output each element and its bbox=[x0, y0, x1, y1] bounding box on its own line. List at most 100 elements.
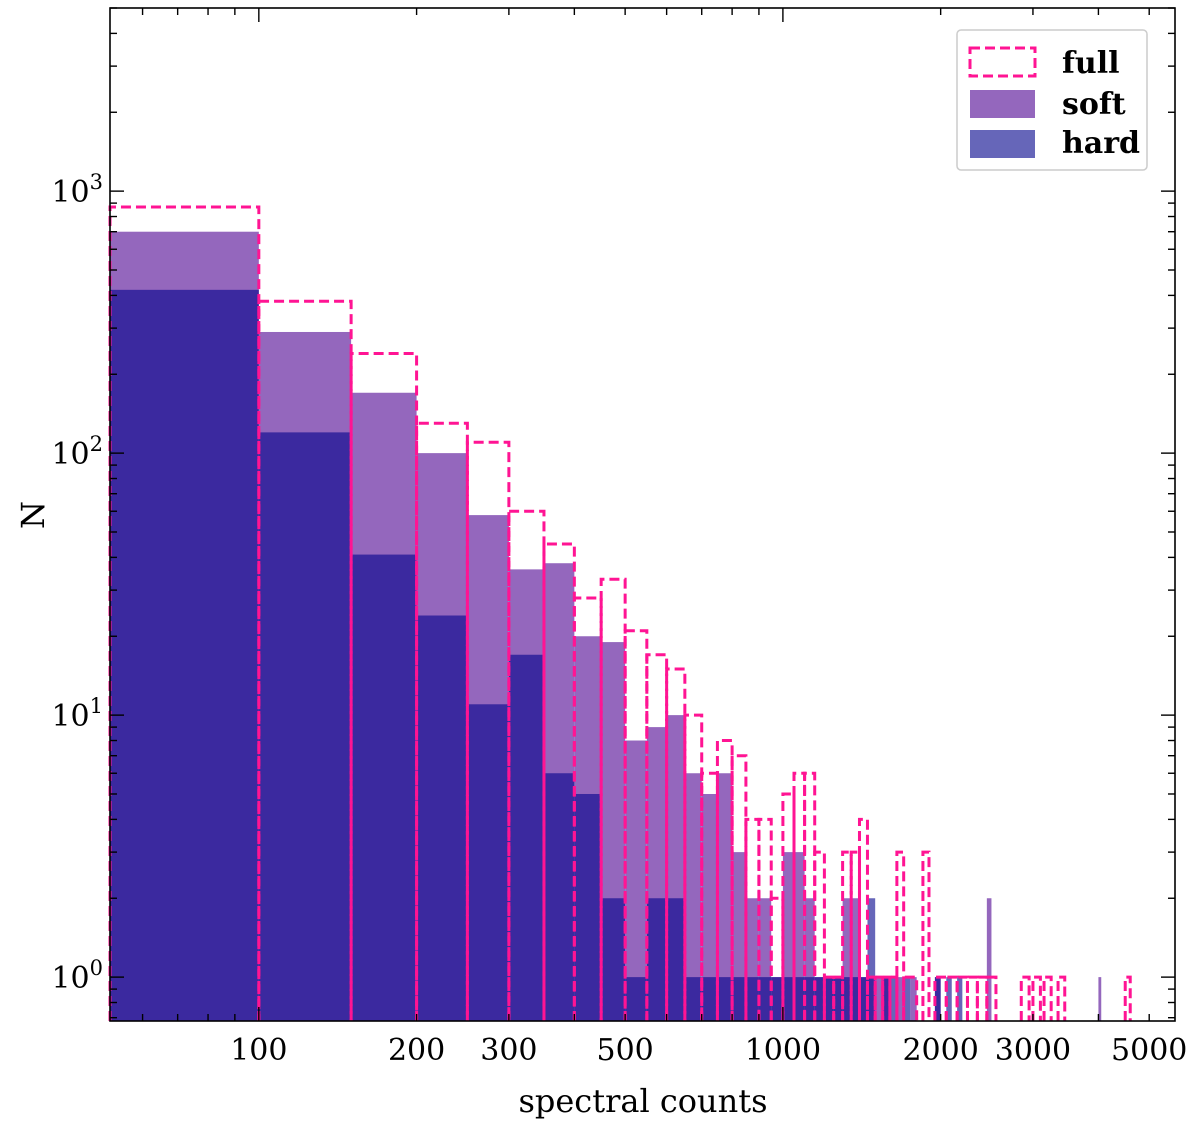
soft-bar-21 bbox=[804, 898, 815, 1021]
hard-bar-11 bbox=[666, 898, 685, 1021]
hard-bar-9 bbox=[625, 977, 647, 1021]
full-step-28 bbox=[865, 975, 877, 1021]
full-step-34 bbox=[921, 850, 931, 1021]
hard-bar-32 bbox=[934, 977, 941, 1021]
full-step-31 bbox=[888, 975, 899, 1021]
soft-bar-25 bbox=[842, 898, 852, 1021]
hard-bar-25 bbox=[842, 977, 852, 1021]
hard-bar-23 bbox=[824, 977, 834, 1021]
soft-bar-35 bbox=[1098, 977, 1102, 1021]
x-tick-label-1000: 1000 bbox=[745, 1033, 821, 1068]
bars-layer bbox=[110, 231, 1102, 1022]
hard-bar-15 bbox=[732, 977, 746, 1021]
soft-bar-19 bbox=[782, 852, 795, 1021]
legend-swatch-full bbox=[968, 46, 1037, 78]
hard-bar-27 bbox=[859, 977, 868, 1021]
soft-bar-9 bbox=[625, 740, 647, 1021]
ticks-layer bbox=[110, 7, 1175, 1021]
hard-bar-26 bbox=[851, 977, 860, 1021]
hard-bar-18 bbox=[771, 977, 783, 1021]
x-tick-label-5000: 5000 bbox=[1111, 1033, 1187, 1068]
hard-bar-21 bbox=[804, 977, 815, 1021]
full-step-43 bbox=[1042, 975, 1053, 1021]
full-step-30 bbox=[881, 975, 892, 1021]
legend-swatch-hard bbox=[970, 130, 1035, 158]
hard-bar-0 bbox=[110, 289, 259, 1021]
full-step-45 bbox=[1123, 975, 1132, 1021]
y-tick-label-3: 103 bbox=[51, 170, 103, 210]
soft-bar-34 bbox=[986, 898, 992, 1021]
hard-bar-1 bbox=[258, 432, 352, 1022]
hard-bar-3 bbox=[416, 615, 468, 1021]
full-step-44 bbox=[1056, 975, 1067, 1021]
legend-label-hard: hard bbox=[1062, 126, 1140, 161]
full-step-8 bbox=[599, 577, 627, 1021]
hard-bar-34 bbox=[957, 977, 963, 1021]
full-step-32 bbox=[895, 850, 906, 1021]
legend-label-full: full bbox=[1062, 46, 1120, 81]
hard-bar-30 bbox=[889, 977, 897, 1021]
hard-bar-5 bbox=[508, 654, 544, 1021]
full-step-13 bbox=[700, 771, 719, 1021]
hard-bar-7 bbox=[574, 793, 602, 1021]
full-step-12 bbox=[683, 713, 704, 1021]
soft-bar-13 bbox=[701, 793, 718, 1021]
x-tick-label-200: 200 bbox=[388, 1033, 445, 1068]
hard-bar-33 bbox=[946, 977, 952, 1021]
hard-bar-10 bbox=[646, 898, 667, 1021]
hard-bar-2 bbox=[351, 554, 417, 1021]
soft-bar-31 bbox=[896, 977, 904, 1021]
hard-bar-14 bbox=[717, 977, 733, 1021]
hard-bar-29 bbox=[882, 977, 890, 1021]
full-step-24 bbox=[832, 975, 845, 1021]
soft-bar-14 bbox=[717, 773, 733, 1021]
hard-bar-28 bbox=[867, 898, 876, 1021]
hard-bar-4 bbox=[467, 704, 509, 1021]
hard-bar-20 bbox=[794, 977, 805, 1021]
full-step-16 bbox=[744, 817, 761, 1021]
full-step-3 bbox=[415, 421, 469, 1021]
y-tick-label-1: 101 bbox=[51, 694, 103, 734]
soft-bar-32 bbox=[910, 977, 917, 1021]
full-step-29 bbox=[873, 975, 885, 1021]
soft-bar-20 bbox=[794, 852, 805, 1021]
hard-bar-19 bbox=[782, 977, 795, 1021]
legend: full soft hard bbox=[956, 29, 1148, 171]
hard-bar-24 bbox=[833, 977, 843, 1021]
y-tick-label-2: 102 bbox=[51, 432, 103, 472]
full-step-15 bbox=[730, 754, 748, 1021]
y-axis-label: N bbox=[14, 501, 52, 529]
full-step-11 bbox=[665, 667, 687, 1021]
full-step-40 bbox=[985, 975, 998, 1021]
full-step-42 bbox=[1031, 975, 1042, 1021]
soft-bar-12 bbox=[684, 773, 702, 1021]
legend-swatch-soft bbox=[970, 90, 1035, 118]
x-tick-label-2000: 2000 bbox=[902, 1033, 978, 1068]
x-tick-labels: 100 200 300 500 1000 2000 3000 5000 bbox=[230, 1033, 1187, 1068]
hard-bar-22 bbox=[814, 977, 825, 1021]
full-step-5 bbox=[507, 509, 546, 1021]
soft-bar-29 bbox=[875, 977, 883, 1021]
plot-frame bbox=[109, 7, 1176, 1022]
hard-bar-12 bbox=[684, 977, 702, 1021]
hard-bar-17 bbox=[758, 977, 772, 1021]
full-step-10 bbox=[645, 653, 669, 1021]
hard-bar-13 bbox=[701, 977, 718, 1021]
x-tick-label-3000: 3000 bbox=[995, 1033, 1071, 1068]
y-tick-labels: 100 101 102 103 bbox=[51, 170, 103, 996]
full-step-41 bbox=[1019, 975, 1031, 1021]
x-tick-label-300: 300 bbox=[480, 1033, 537, 1068]
full-step-33 bbox=[902, 975, 919, 1021]
x-tick-label-100: 100 bbox=[230, 1033, 287, 1068]
x-tick-label-500: 500 bbox=[597, 1033, 654, 1068]
hard-bar-6 bbox=[543, 773, 575, 1021]
full-step-1 bbox=[257, 299, 353, 1021]
y-tick-label-0: 100 bbox=[51, 956, 103, 996]
hard-bar-8 bbox=[601, 898, 626, 1021]
full-step-22 bbox=[813, 850, 826, 1021]
hard-bar-31 bbox=[903, 977, 911, 1021]
legend-label-soft: soft bbox=[1062, 87, 1126, 122]
hard-bar-16 bbox=[745, 977, 759, 1021]
x-axis-label: spectral counts bbox=[518, 1082, 767, 1120]
